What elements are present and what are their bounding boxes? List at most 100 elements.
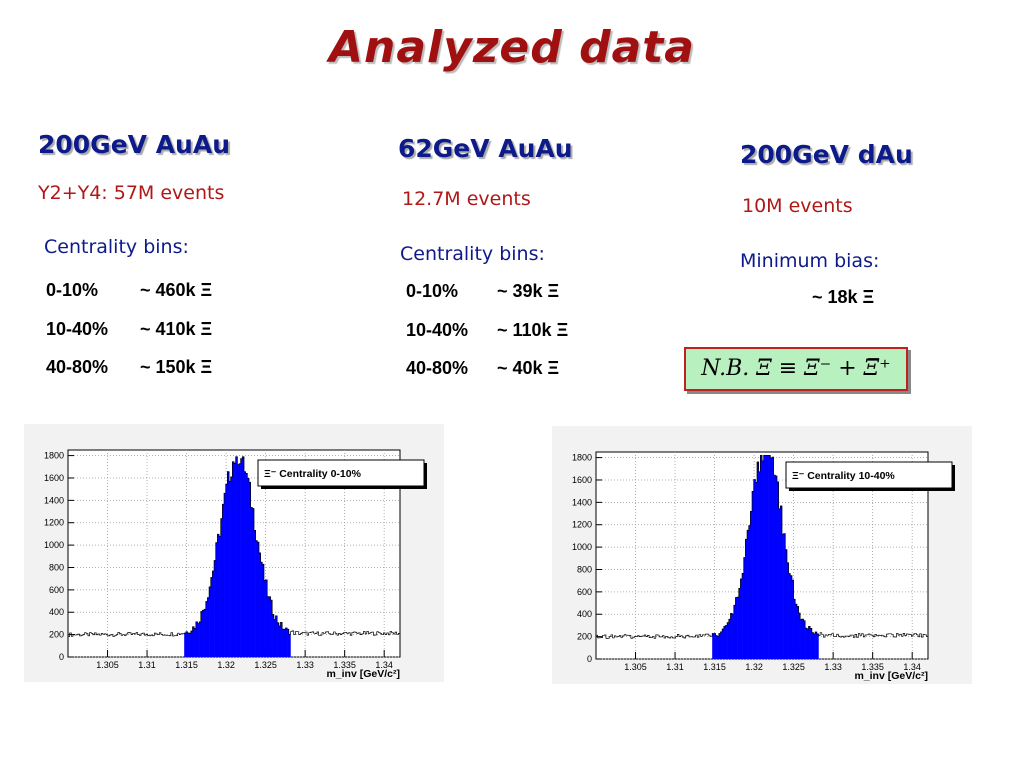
histogram-bar: [220, 518, 223, 657]
histogram-bar: [273, 619, 276, 657]
histogram-bar: [285, 627, 288, 657]
legend-box: [257, 459, 425, 487]
col2-bin-count: ~ 39k Ξ: [497, 281, 560, 301]
histogram-bar: [184, 633, 187, 657]
histogram-bar: [190, 631, 193, 657]
histogram-bar: [275, 615, 278, 657]
histogram-bar: [253, 530, 256, 657]
histogram-bar: [738, 588, 741, 659]
y-tick-label: 600: [49, 585, 64, 595]
y-tick-label: 1800: [44, 451, 64, 461]
histogram-bar: [747, 530, 750, 659]
histogram-bar: [200, 611, 203, 657]
histogram-bar: [768, 455, 771, 659]
histogram-bar: [800, 619, 803, 659]
x-tick-label: 1.31: [138, 660, 156, 670]
x-tick-label: 1.315: [175, 660, 198, 670]
y-tick-label: 0: [59, 652, 64, 662]
histogram-bar: [277, 622, 280, 657]
histogram-bar: [194, 628, 197, 657]
histogram-bar: [247, 478, 250, 657]
histogram-bar: [268, 596, 271, 657]
col3-events: 10M events: [742, 195, 853, 217]
histogram-bar: [210, 577, 213, 657]
histogram-bar: [265, 579, 268, 657]
col2-bin-range: 0-10%: [406, 281, 459, 301]
x-tick-label: 1.315: [703, 662, 726, 672]
histogram-bar: [219, 536, 222, 657]
histogram-bar: [806, 628, 809, 659]
histogram-bar: [733, 605, 736, 659]
histogram-bar: [234, 463, 236, 657]
histogram-bar: [793, 599, 796, 659]
histogram-bar: [245, 473, 248, 657]
histogram-bar: [248, 482, 251, 657]
histogram-bar: [242, 456, 245, 657]
histogram-bar: [732, 614, 735, 659]
histogram-bar: [763, 455, 766, 659]
histogram-bar: [808, 626, 811, 659]
histogram-bar: [778, 508, 781, 659]
histogram-bar: [225, 484, 228, 657]
histogram-bar: [762, 460, 764, 659]
histogram-bar: [775, 475, 778, 659]
col1-bin-count: ~ 150k Ξ: [140, 357, 213, 377]
histogram-bar: [753, 479, 756, 659]
col1-bin-range: 10-40%: [46, 319, 109, 339]
col2-bins-label: Centrality bins:: [400, 243, 545, 265]
histogram-bar: [811, 632, 814, 659]
histogram-bar: [813, 633, 816, 659]
histogram-bar: [750, 511, 753, 659]
histogram-bar: [725, 625, 728, 659]
col1-bin-count: ~ 410k Ξ: [140, 319, 213, 339]
histogram-bar: [227, 471, 230, 657]
col3-bias-label: Minimum bias:: [740, 250, 880, 272]
histogram-bar: [263, 580, 266, 657]
histogram-bar: [195, 621, 198, 657]
histogram-bar: [282, 629, 285, 657]
histogram-bar: [780, 505, 783, 659]
col1-header: 200GeV AuAu: [38, 130, 231, 159]
histogram-bar: [786, 562, 789, 659]
histogram-bar: [217, 534, 220, 657]
y-tick-label: 400: [49, 607, 64, 617]
histogram-panel-1: 0 200 400 600 800 1000 1200 1400 1600 1800 1.305 1.…: [24, 424, 444, 682]
y-tick-label: 1400: [572, 497, 592, 507]
histogram-bar: [212, 570, 215, 657]
histogram-bar: [745, 539, 748, 659]
histogram-bar: [788, 573, 791, 659]
x-tick-label: 1.34: [375, 660, 393, 670]
y-tick-label: 1000: [572, 542, 592, 552]
histogram-bar: [781, 534, 784, 659]
legend-shadow: [261, 486, 427, 489]
y-tick-label: 200: [577, 632, 592, 642]
histogram-outline: [68, 456, 400, 637]
col2-bin-range: 40-80%: [406, 358, 469, 378]
histogram-bar: [209, 586, 212, 657]
histogram-bar: [748, 525, 751, 659]
histogram-bar: [776, 481, 779, 659]
x-tick-label: 1.305: [624, 662, 647, 672]
legend-label: Ξ⁻ Centrality 10-40%: [792, 470, 895, 482]
col1-bin-range: 40-80%: [46, 357, 109, 377]
x-axis-label: m_inv [GeV/c²]: [854, 670, 928, 682]
histogram-bar: [796, 606, 799, 659]
histogram-bar: [270, 600, 273, 657]
histogram-bar: [713, 633, 716, 659]
histogram-bar: [727, 622, 730, 659]
col1-bins-label: Centrality bins:: [44, 236, 189, 258]
histogram-bar: [272, 614, 275, 657]
col2-header: 62GeV AuAu: [398, 134, 573, 163]
x-tick-label: 1.34: [903, 662, 921, 672]
histogram-bar: [791, 580, 794, 659]
histogram-panel-2: 0 200 400 600 800 1000 1200 1400 1600 1800 1.305 1.…: [552, 426, 972, 684]
histogram-2: 0 200 400 600 800 1000 1200 1400 1600 1800 1.305 1.…: [572, 451, 955, 682]
col2-bin-count: ~ 40k Ξ: [497, 358, 560, 378]
histogram-bar: [267, 596, 270, 657]
histogram-bar: [214, 560, 217, 657]
histogram-bar: [742, 573, 745, 659]
histogram-bar: [816, 633, 819, 659]
x-tick-label: 1.32: [217, 660, 235, 670]
histogram-bar: [752, 491, 754, 659]
x-tick-label: 1.325: [254, 660, 277, 670]
